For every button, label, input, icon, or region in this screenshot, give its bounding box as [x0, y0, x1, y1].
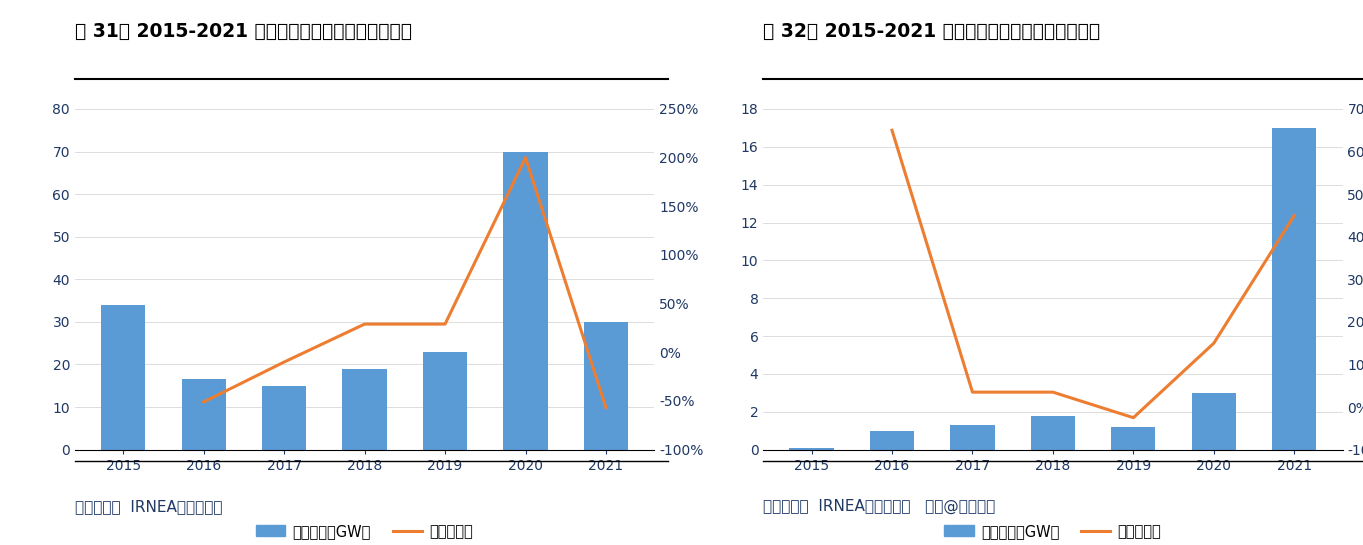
Bar [101, 305, 146, 450]
Bar [1191, 393, 1236, 450]
Bar [789, 448, 834, 450]
Bar [181, 379, 226, 450]
Bar [870, 431, 915, 450]
Bar [583, 322, 628, 450]
Text: 图 31： 2015-2021 年中国陆风新增装机及同比增速: 图 31： 2015-2021 年中国陆风新增装机及同比增速 [75, 22, 412, 41]
Bar [1030, 415, 1075, 450]
Legend: 海上风电（GW）, 同比增长率: 海上风电（GW）, 同比增长率 [939, 518, 1167, 544]
Bar [950, 425, 995, 450]
Bar [342, 369, 387, 450]
Text: 数据来源：  IRNEA，东北证券: 数据来源： IRNEA，东北证券 [75, 499, 222, 514]
Text: 图 32： 2015-2021 年中国海风新增装机及同比增速: 图 32： 2015-2021 年中国海风新增装机及同比增速 [763, 22, 1100, 41]
Text: 数据来源：  IRNEA，东北证券   头条@远瞻智库: 数据来源： IRNEA，东北证券 头条@远瞻智库 [763, 499, 995, 514]
Bar [262, 386, 307, 450]
Bar [423, 352, 468, 450]
Bar [1111, 427, 1156, 450]
Bar [503, 152, 548, 450]
Legend: 陆上风电（GW）, 同比增长率: 陆上风电（GW）, 同比增长率 [251, 518, 478, 544]
Bar [1272, 128, 1317, 450]
